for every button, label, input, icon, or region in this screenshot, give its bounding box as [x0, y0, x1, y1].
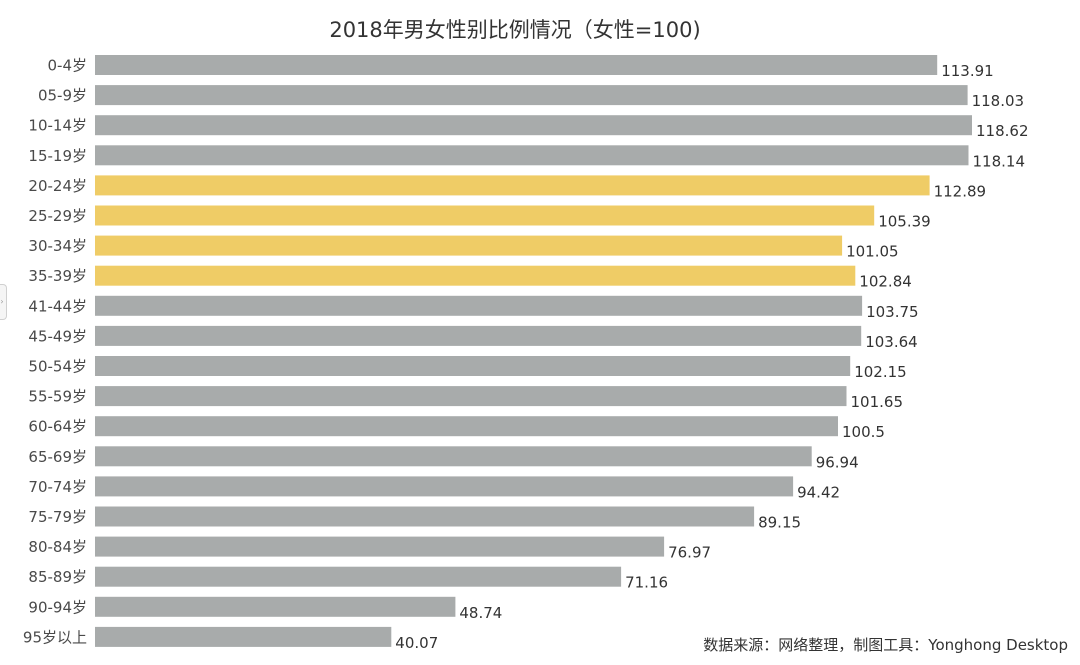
value-label-18: 48.74 [459, 604, 502, 622]
bar-16 [95, 536, 665, 557]
bar-0 [95, 55, 938, 75]
side-collapse-handle[interactable]: › [0, 284, 7, 320]
category-label-6: 30-34岁 [28, 237, 87, 255]
bar-12 [95, 416, 838, 437]
value-label-4: 112.89 [934, 182, 987, 200]
category-label-17: 85-89岁 [28, 568, 87, 586]
bar-3 [95, 145, 969, 166]
category-label-11: 55-59岁 [28, 388, 87, 406]
category-label-8: 41-44岁 [28, 297, 87, 315]
bar-9 [95, 325, 862, 346]
category-label-10: 50-54岁 [28, 358, 87, 376]
chart-title: 2018年男女性别比例情况（女性=100) [329, 18, 701, 42]
bar-13 [95, 446, 812, 467]
category-label-1: 05-9岁 [38, 87, 87, 105]
category-label-0: 0-4岁 [48, 57, 88, 75]
value-label-5: 105.39 [878, 213, 931, 231]
category-label-16: 80-84岁 [28, 538, 87, 556]
value-label-19: 40.07 [395, 634, 438, 652]
category-label-15: 75-79岁 [28, 508, 87, 526]
bar-11 [95, 386, 847, 407]
category-label-13: 65-69岁 [28, 448, 87, 466]
value-label-11: 101.65 [851, 393, 904, 411]
bar-1 [95, 85, 968, 106]
category-label-4: 20-24岁 [28, 177, 87, 195]
category-label-7: 35-39岁 [28, 267, 87, 285]
bar-14 [95, 476, 794, 497]
bar-7 [95, 265, 856, 286]
bar-2 [95, 115, 972, 136]
category-label-19: 95岁以上 [23, 628, 87, 646]
bar-10 [95, 356, 851, 376]
value-label-15: 89.15 [758, 514, 801, 532]
value-label-3: 118.14 [973, 152, 1026, 170]
value-label-10: 102.15 [854, 363, 907, 381]
value-label-2: 118.62 [976, 122, 1029, 140]
category-label-5: 25-29岁 [28, 207, 87, 225]
bar-19 [95, 626, 392, 647]
value-label-9: 103.64 [865, 333, 918, 351]
category-label-18: 90-94岁 [28, 598, 87, 616]
value-label-16: 76.97 [668, 544, 711, 562]
category-label-14: 70-74岁 [28, 478, 87, 496]
value-label-6: 101.05 [846, 243, 899, 261]
category-label-12: 60-64岁 [28, 418, 87, 436]
bar-15 [95, 506, 755, 527]
value-label-17: 71.16 [625, 574, 668, 592]
value-label-8: 103.75 [866, 303, 919, 321]
bar-6 [95, 235, 843, 256]
bar-17 [95, 566, 622, 587]
value-label-13: 96.94 [816, 453, 859, 471]
value-label-14: 94.42 [797, 483, 840, 501]
bar-4 [95, 175, 930, 196]
bar-8 [95, 295, 863, 316]
source-note: 数据来源：网络整理，制图工具：Yonghong Desktop [703, 636, 1068, 654]
value-label-1: 118.03 [972, 92, 1025, 110]
bar-5 [95, 205, 875, 226]
category-label-2: 10-14岁 [28, 117, 87, 135]
value-label-0: 113.91 [941, 62, 994, 80]
value-label-12: 100.5 [842, 423, 885, 441]
category-label-3: 15-19岁 [28, 147, 87, 165]
category-label-9: 45-49岁 [28, 327, 87, 345]
value-label-7: 102.84 [859, 273, 912, 291]
bar-18 [95, 596, 456, 617]
